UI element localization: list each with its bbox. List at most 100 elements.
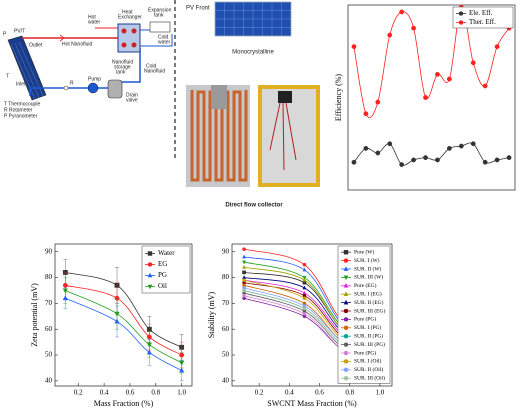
point bbox=[242, 264, 246, 269]
point bbox=[302, 306, 307, 311]
legend-marker bbox=[343, 258, 349, 263]
label: T bbox=[6, 73, 9, 79]
chart: Efficiency (%) Ele. Eff.Ther. Eff. bbox=[334, 4, 516, 191]
plot-frame bbox=[231, 243, 393, 387]
chart: 40 50 60 70 80 90 0.2 0.4 0.6 0.8 1.0 SWCNT Mass Fr… bbox=[207, 243, 393, 408]
label: Nanofluid bbox=[144, 68, 165, 74]
legend-label: SUR. I (PG) bbox=[354, 324, 382, 331]
legend-marker bbox=[343, 249, 349, 255]
legend-marker bbox=[343, 291, 349, 296]
point bbox=[423, 155, 428, 161]
point bbox=[242, 288, 246, 293]
point bbox=[399, 9, 405, 15]
x-tick-label: 0.8 bbox=[345, 389, 354, 397]
legend-label: SUR. II (W) bbox=[354, 265, 382, 272]
photo-panel bbox=[262, 89, 316, 183]
legend-marker bbox=[343, 334, 349, 339]
plot-frame bbox=[347, 4, 516, 191]
legend-marker bbox=[147, 272, 153, 278]
hx-port bbox=[131, 42, 137, 48]
label: T Thermocouple bbox=[4, 101, 40, 107]
arrow bbox=[59, 34, 65, 42]
point bbox=[242, 247, 246, 251]
point bbox=[302, 285, 307, 290]
x-axis-label: Mass Fraction (%) bbox=[94, 399, 154, 408]
point bbox=[302, 262, 307, 267]
label: Monocrystalline bbox=[232, 50, 274, 56]
legend-marker bbox=[343, 359, 349, 364]
point bbox=[399, 162, 405, 167]
x-tick-label: 1.0 bbox=[177, 389, 186, 397]
legend-marker bbox=[343, 282, 349, 288]
legend-marker bbox=[343, 308, 349, 314]
point bbox=[242, 270, 246, 275]
point bbox=[351, 44, 357, 50]
series-line bbox=[65, 297, 182, 371]
label: Outlet bbox=[29, 42, 43, 48]
y-tick-label: 40 bbox=[222, 376, 230, 384]
legend-marker bbox=[343, 342, 349, 347]
point bbox=[446, 145, 452, 151]
legend-label: Pure (W) bbox=[354, 248, 374, 255]
point bbox=[411, 157, 417, 163]
point bbox=[470, 60, 476, 66]
legend-label: SUR. I (W) bbox=[354, 257, 380, 264]
label: R Rotameter bbox=[4, 107, 33, 113]
point bbox=[242, 254, 246, 259]
collector-stripes bbox=[10, 41, 44, 100]
legend-marker bbox=[343, 325, 349, 330]
label: Direct flow collector bbox=[225, 203, 283, 209]
hx-port bbox=[121, 28, 127, 34]
point bbox=[470, 141, 476, 147]
x-tick-label: 0.8 bbox=[151, 389, 160, 397]
legend-label: Ther. Eff. bbox=[469, 18, 496, 26]
y-axis-label: Efficiency (%) bbox=[334, 74, 343, 121]
point bbox=[435, 157, 440, 163]
label: PV Front bbox=[186, 6, 210, 12]
point bbox=[363, 111, 369, 117]
legend-label: SUR. I (Oil) bbox=[354, 358, 382, 365]
point bbox=[114, 311, 120, 317]
x-tick-label: 1.0 bbox=[376, 389, 385, 397]
legend-label: Water bbox=[158, 249, 175, 257]
point bbox=[242, 260, 246, 265]
legend-marker bbox=[343, 266, 349, 271]
point bbox=[494, 157, 500, 163]
legend-marker bbox=[147, 284, 153, 290]
point bbox=[242, 278, 246, 282]
point bbox=[506, 155, 512, 161]
legend-marker bbox=[343, 299, 349, 305]
point bbox=[302, 267, 307, 272]
legend-label: SUR. II (Oil) bbox=[354, 366, 383, 373]
point bbox=[411, 25, 417, 31]
point bbox=[494, 44, 500, 50]
label: Inlet bbox=[16, 81, 26, 87]
x-tick-label: 0.4 bbox=[285, 389, 294, 397]
point bbox=[387, 32, 393, 38]
cold-pipe bbox=[29, 48, 141, 96]
y-tick-label: 70 bbox=[222, 299, 230, 307]
chart: 40 50 60 70 80 90 0.2 0.4 0.6 0.8 1.0 Mass Fraction… bbox=[30, 243, 193, 408]
heat-exchanger bbox=[117, 23, 141, 53]
legend-label: SUR. III (Oil) bbox=[354, 374, 385, 381]
legend-label: SUR. III (EG) bbox=[354, 307, 385, 314]
legend-label: Pure (EG) bbox=[354, 282, 377, 289]
point bbox=[302, 296, 307, 301]
legend-label: Oil bbox=[158, 282, 167, 290]
legend-label: EG bbox=[158, 260, 167, 268]
y-tick-label: 80 bbox=[45, 273, 53, 281]
label: P bbox=[3, 31, 7, 37]
legend-marker bbox=[147, 251, 153, 256]
legend-label: PG bbox=[158, 271, 167, 279]
label: water bbox=[158, 39, 171, 45]
storage-tank bbox=[107, 79, 123, 99]
point bbox=[387, 141, 393, 147]
legend-marker bbox=[458, 20, 464, 25]
y-tick-label: 90 bbox=[45, 247, 53, 255]
photo-plate bbox=[211, 85, 227, 109]
point bbox=[363, 145, 369, 151]
label: Expansion bbox=[148, 7, 172, 13]
y-tick-label: 40 bbox=[45, 376, 53, 384]
point bbox=[146, 342, 152, 348]
